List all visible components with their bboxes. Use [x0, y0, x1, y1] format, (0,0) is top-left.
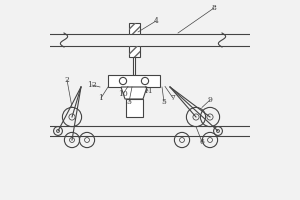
- Text: 3: 3: [127, 98, 131, 106]
- Text: 7: 7: [171, 94, 176, 102]
- Text: 1: 1: [99, 94, 103, 102]
- Text: 2: 2: [64, 76, 69, 84]
- Text: 9: 9: [208, 96, 212, 104]
- Bar: [108, 75, 160, 87]
- Text: 6: 6: [200, 138, 204, 146]
- Bar: [128, 23, 140, 34]
- Bar: [128, 46, 140, 57]
- Polygon shape: [121, 87, 147, 99]
- Bar: [133, 57, 135, 75]
- Bar: [125, 99, 142, 117]
- Text: 12: 12: [87, 81, 97, 89]
- Bar: [128, 23, 140, 34]
- Text: 8: 8: [212, 4, 216, 12]
- Text: 5: 5: [162, 98, 167, 106]
- Text: 10: 10: [118, 90, 128, 98]
- Bar: [128, 46, 140, 57]
- Text: 11: 11: [143, 87, 153, 95]
- Text: 4: 4: [154, 17, 158, 25]
